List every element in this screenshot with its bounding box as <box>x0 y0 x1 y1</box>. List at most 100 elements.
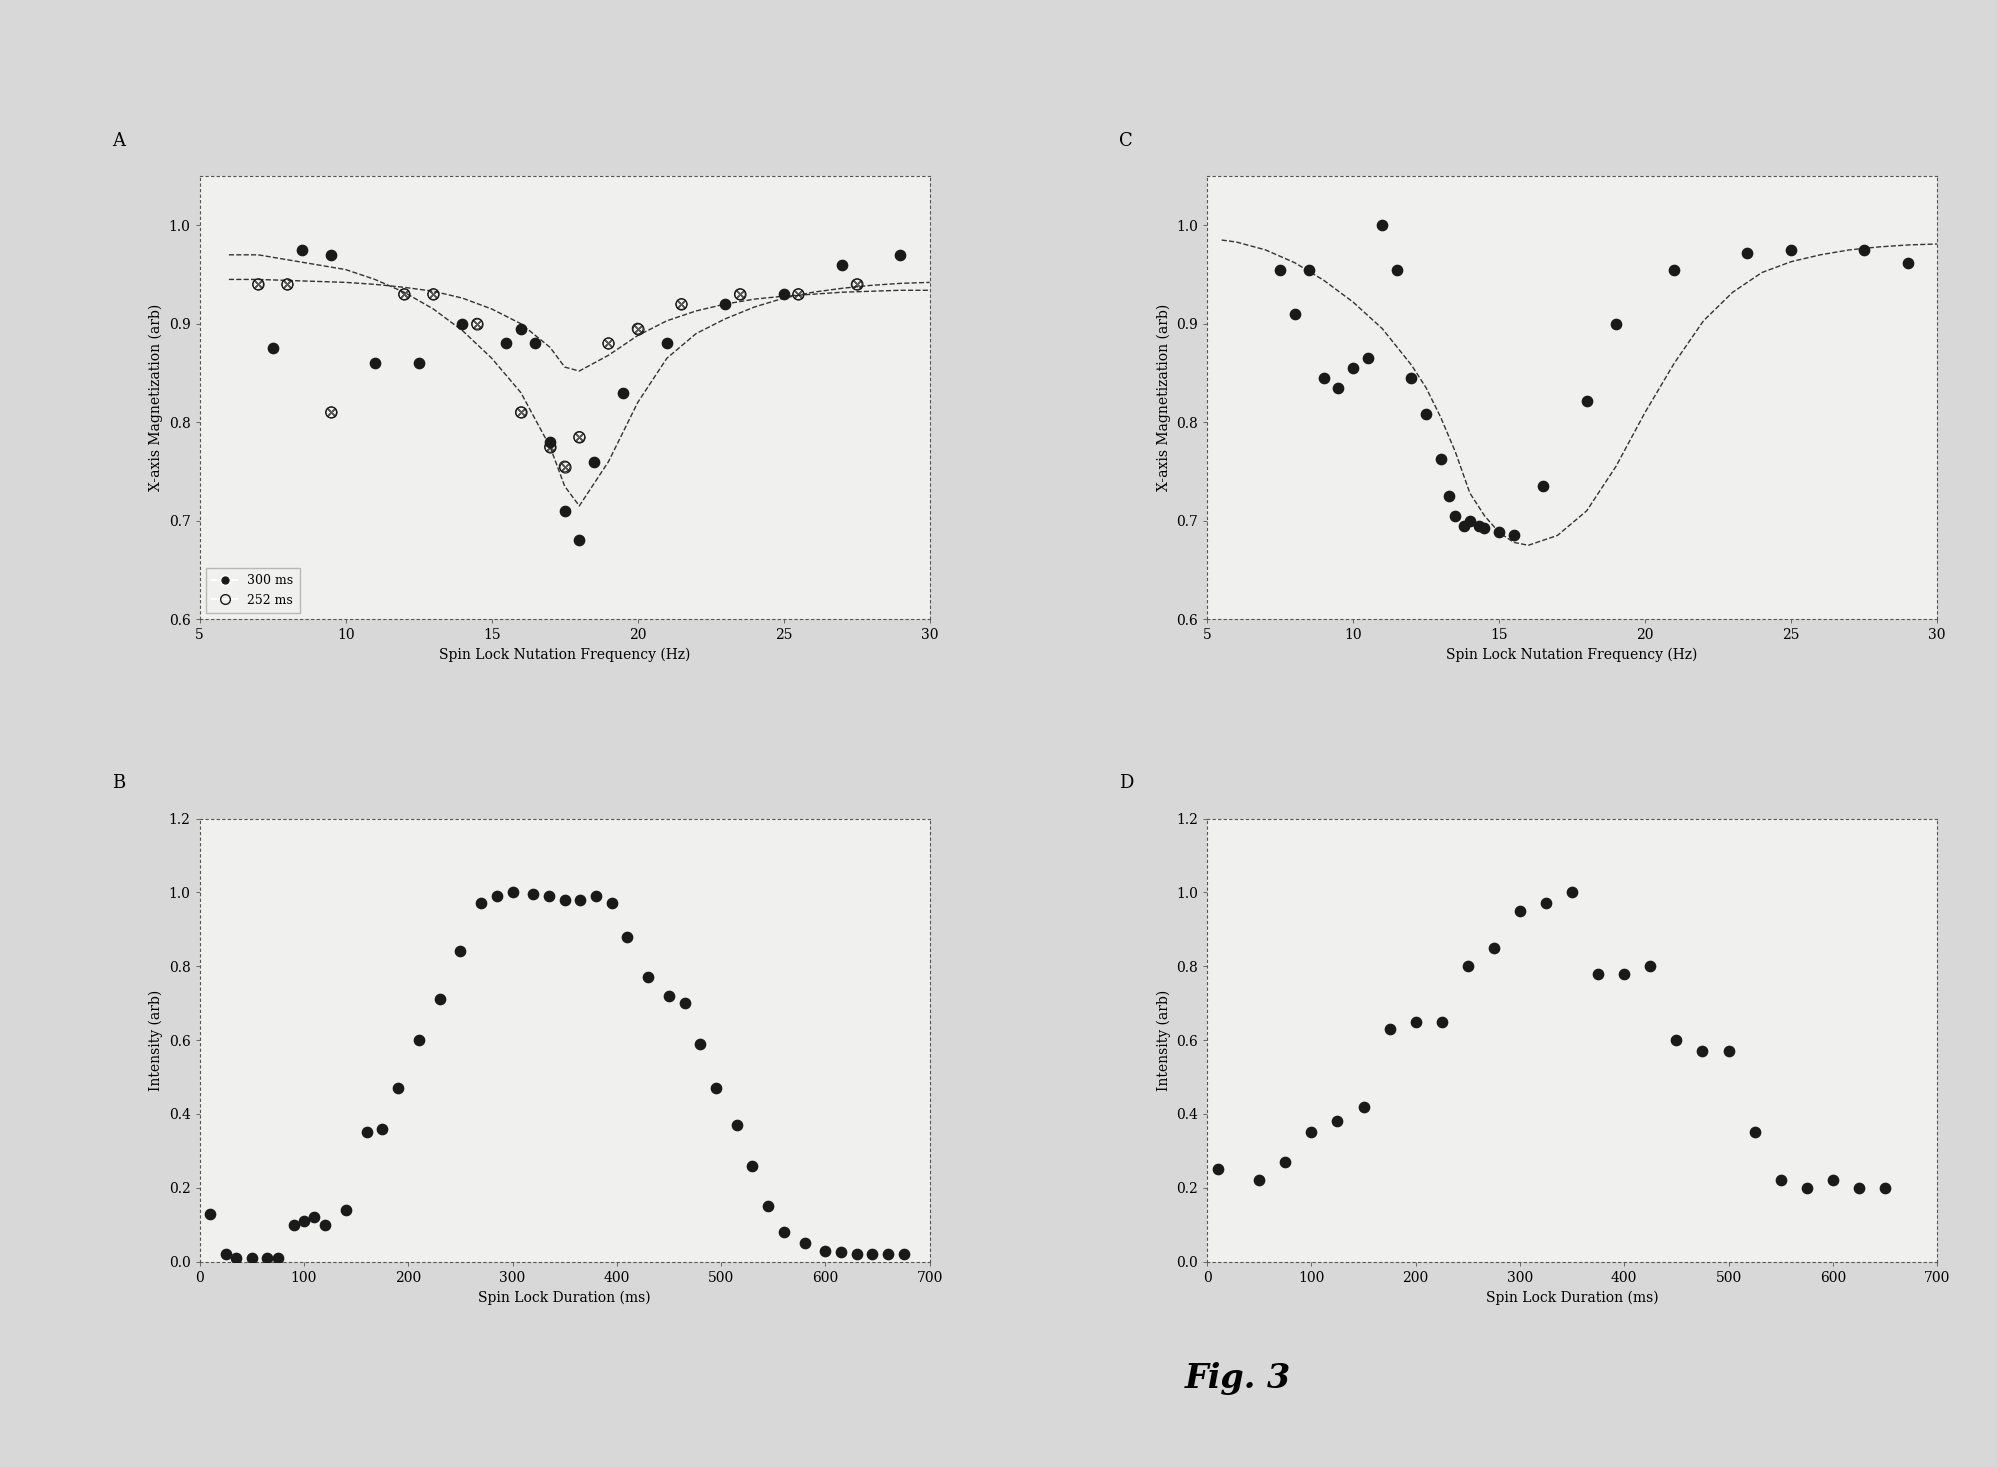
Point <box>298 1206 330 1229</box>
Point <box>1817 1169 1849 1193</box>
Point <box>1426 1009 1458 1033</box>
X-axis label: Spin Lock Duration (ms): Spin Lock Duration (ms) <box>1486 1289 1658 1304</box>
Point <box>1658 258 1689 282</box>
Point <box>737 1155 769 1178</box>
Point <box>1338 356 1370 380</box>
300 ms <box>767 283 799 307</box>
Point <box>653 984 685 1008</box>
Point <box>1366 214 1398 238</box>
Point <box>565 888 597 911</box>
Point <box>1478 936 1510 959</box>
300 ms <box>258 336 290 359</box>
Point <box>1634 955 1665 978</box>
Point <box>220 1245 252 1269</box>
Point <box>262 1245 294 1269</box>
Point <box>595 892 627 915</box>
Point <box>887 1243 919 1266</box>
Point <box>252 1245 284 1269</box>
300 ms <box>709 292 741 315</box>
Point <box>1410 402 1442 425</box>
Point <box>381 1077 413 1100</box>
252 ms <box>783 283 815 307</box>
Point <box>1400 1009 1432 1033</box>
Point <box>611 926 643 949</box>
Point <box>1530 892 1562 915</box>
Point <box>1687 1040 1719 1064</box>
252 ms <box>387 283 419 307</box>
Text: Fig. 3: Fig. 3 <box>1184 1363 1292 1395</box>
300 ms <box>533 430 565 453</box>
Point <box>1270 1150 1302 1174</box>
Point <box>1294 258 1326 282</box>
Point <box>1374 1017 1406 1040</box>
Point <box>1484 521 1516 544</box>
Point <box>1498 524 1530 547</box>
Point <box>721 1113 753 1137</box>
Point <box>1791 1177 1823 1200</box>
Point <box>1352 346 1384 370</box>
252 ms <box>665 292 697 315</box>
Point <box>1322 1109 1354 1133</box>
Text: A: A <box>112 132 126 150</box>
252 ms <box>533 436 565 459</box>
Point <box>669 992 701 1015</box>
Point <box>1322 376 1354 399</box>
Legend: 300 ms, 252 ms: 300 ms, 252 ms <box>206 568 300 613</box>
252 ms <box>563 425 595 449</box>
X-axis label: Spin Lock Duration (ms): Spin Lock Duration (ms) <box>479 1289 651 1304</box>
X-axis label: Spin Lock Nutation Frequency (Hz): Spin Lock Nutation Frequency (Hz) <box>1446 648 1697 662</box>
Point <box>753 1194 785 1218</box>
252 ms <box>505 400 537 424</box>
Point <box>1296 1121 1328 1144</box>
Point <box>873 1243 905 1266</box>
252 ms <box>841 273 873 296</box>
Point <box>1608 962 1640 986</box>
Point <box>1244 1169 1276 1193</box>
Point <box>1775 238 1807 261</box>
Point <box>1448 513 1480 537</box>
300 ms <box>447 312 479 336</box>
252 ms <box>272 273 304 296</box>
Point <box>1713 1040 1745 1064</box>
Y-axis label: X-axis Magnetization (arb): X-axis Magnetization (arb) <box>1156 304 1170 491</box>
252 ms <box>461 312 493 336</box>
300 ms <box>577 450 609 474</box>
Point <box>351 1121 383 1144</box>
Point <box>533 885 565 908</box>
Text: C: C <box>1120 132 1132 150</box>
Point <box>1202 1157 1234 1181</box>
Point <box>330 1199 361 1222</box>
Point <box>1731 241 1763 264</box>
300 ms <box>316 244 347 267</box>
Point <box>423 987 455 1011</box>
Point <box>1847 238 1879 261</box>
Point <box>1528 474 1560 497</box>
Point <box>841 1243 873 1266</box>
Point <box>1572 389 1604 412</box>
Point <box>1396 367 1428 390</box>
Point <box>685 1031 717 1055</box>
Point <box>549 888 581 911</box>
Point <box>1380 258 1412 282</box>
Point <box>1440 505 1472 528</box>
Point <box>1765 1169 1797 1193</box>
Point <box>1452 955 1484 978</box>
252 ms <box>316 400 347 424</box>
Point <box>1468 516 1500 540</box>
Point <box>517 883 549 907</box>
300 ms <box>827 252 859 276</box>
300 ms <box>885 244 917 267</box>
252 ms <box>621 317 653 340</box>
Point <box>1556 880 1588 904</box>
Point <box>310 1213 341 1237</box>
252 ms <box>549 455 581 478</box>
Point <box>789 1231 821 1254</box>
Text: D: D <box>1120 775 1134 792</box>
Point <box>809 1238 841 1262</box>
Point <box>1843 1177 1875 1200</box>
Y-axis label: Intensity (arb): Intensity (arb) <box>150 989 164 1090</box>
Point <box>1891 251 1923 274</box>
300 ms <box>519 332 551 355</box>
Point <box>1434 484 1466 508</box>
Point <box>579 885 611 908</box>
